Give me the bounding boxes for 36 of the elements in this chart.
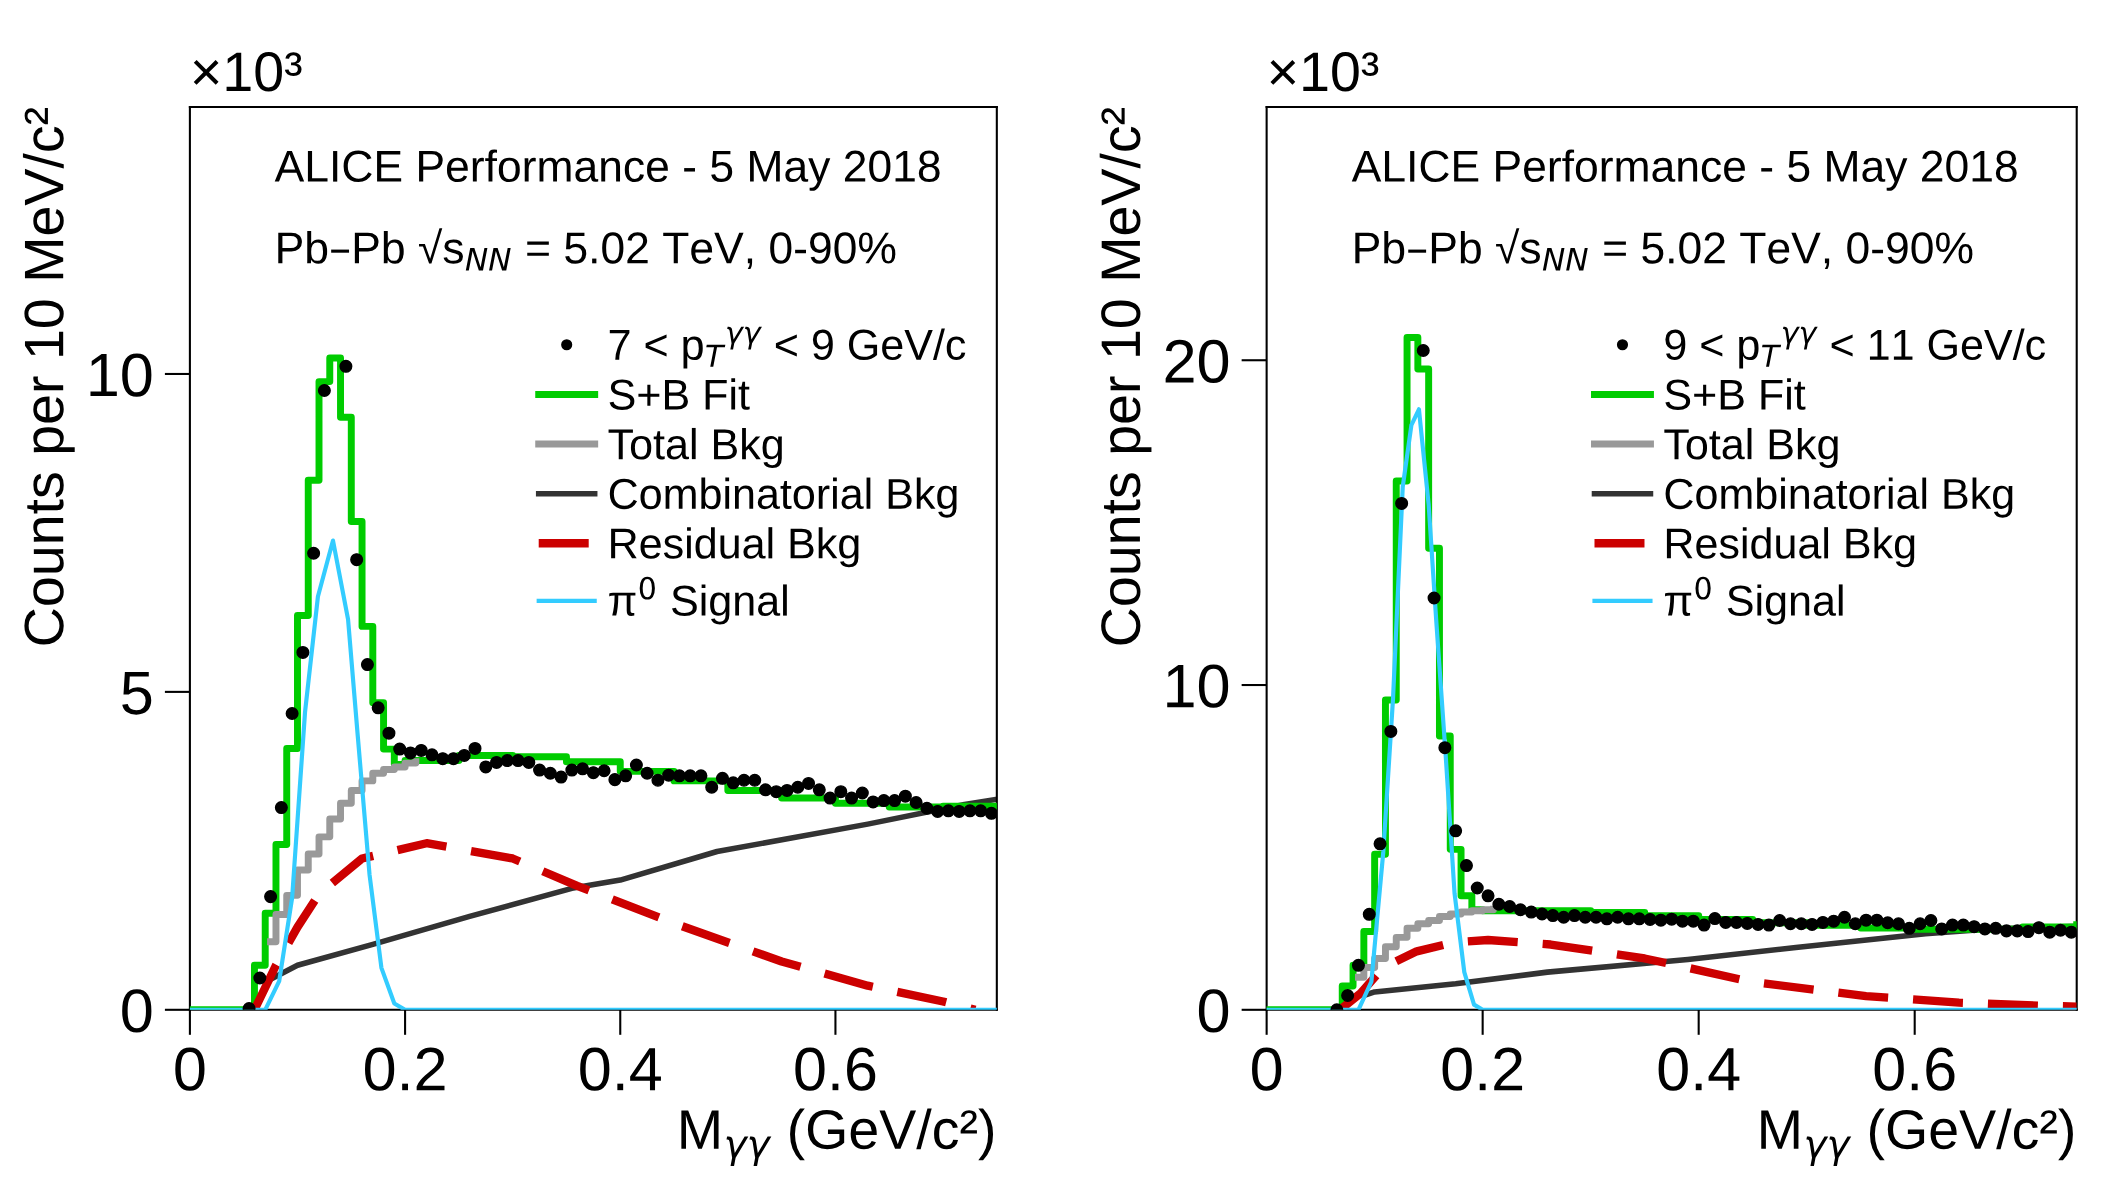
legend-label: π$^{0}$ Signal	[1665, 576, 1843, 625]
y-tick-label: 10	[90, 353, 152, 397]
legend-label: S+B Fit	[1665, 378, 1806, 410]
legend-label: Combinatorial Bkg	[609, 477, 957, 518]
y-tick-label: 0	[122, 989, 152, 1033]
x-tick-label: 0.2	[364, 1047, 445, 1091]
x-axis-title: M$_{γγ}$ (GeV/c²)	[1761, 1108, 2073, 1166]
legend-label: 9 < p$_{T}$$^{γγ}$ < 11 GeV/c	[1665, 326, 2046, 369]
annotation: ALICE Performance - 5 May 2018	[1351, 149, 2017, 191]
text: ×10³	[1270, 52, 1379, 92]
y-tick-label: 5	[122, 671, 152, 715]
y-tick-label: 20	[1165, 339, 1229, 383]
annotation: Pb–Pb √s$_{NN}$ = 5.02 TeV, 0-90%	[1355, 228, 1973, 271]
x-tick-label: 0.6	[1874, 1047, 1955, 1091]
text: ×10³	[193, 52, 302, 92]
x-tick-label: 0	[175, 1047, 205, 1091]
x-tick-label: 0.6	[795, 1047, 876, 1091]
legend-label: Residual Bkg	[611, 527, 859, 568]
y-axis-title: Counts per 10 MeV/c²	[1099, 107, 1152, 645]
legend-label: 7 < p$_{T}$$^{γγ}$ < 9 GeV/c	[609, 326, 966, 369]
legend-label: π$^{0}$ Signal	[609, 576, 787, 625]
x-tick-label: 0.4	[1658, 1047, 1740, 1091]
legend-label: Total Bkg	[608, 427, 782, 469]
y-axis-title: Counts per 10 MeV/c²	[22, 107, 75, 645]
x-tick-label: 0.4	[580, 1047, 661, 1091]
legend-label: Residual Bkg	[1666, 527, 1915, 568]
annotation: Pb–Pb √s$_{NN}$ = 5.02 TeV, 0-90%	[278, 228, 896, 271]
x-axis-title: M$_{γγ}$ (GeV/c²)	[681, 1108, 994, 1166]
y-tick-label: 0	[1198, 989, 1229, 1033]
x-tick-label: 0.2	[1442, 1047, 1523, 1091]
x-tick-label: 0	[1252, 1047, 1282, 1091]
legend-label: S+B Fit	[609, 378, 750, 410]
annotation: ALICE Performance - 5 May 2018	[274, 149, 940, 191]
legend-label: Total Bkg	[1664, 427, 1838, 469]
legend-label: Combinatorial Bkg	[1665, 477, 2013, 518]
y-tick-label: 10	[1167, 664, 1229, 708]
